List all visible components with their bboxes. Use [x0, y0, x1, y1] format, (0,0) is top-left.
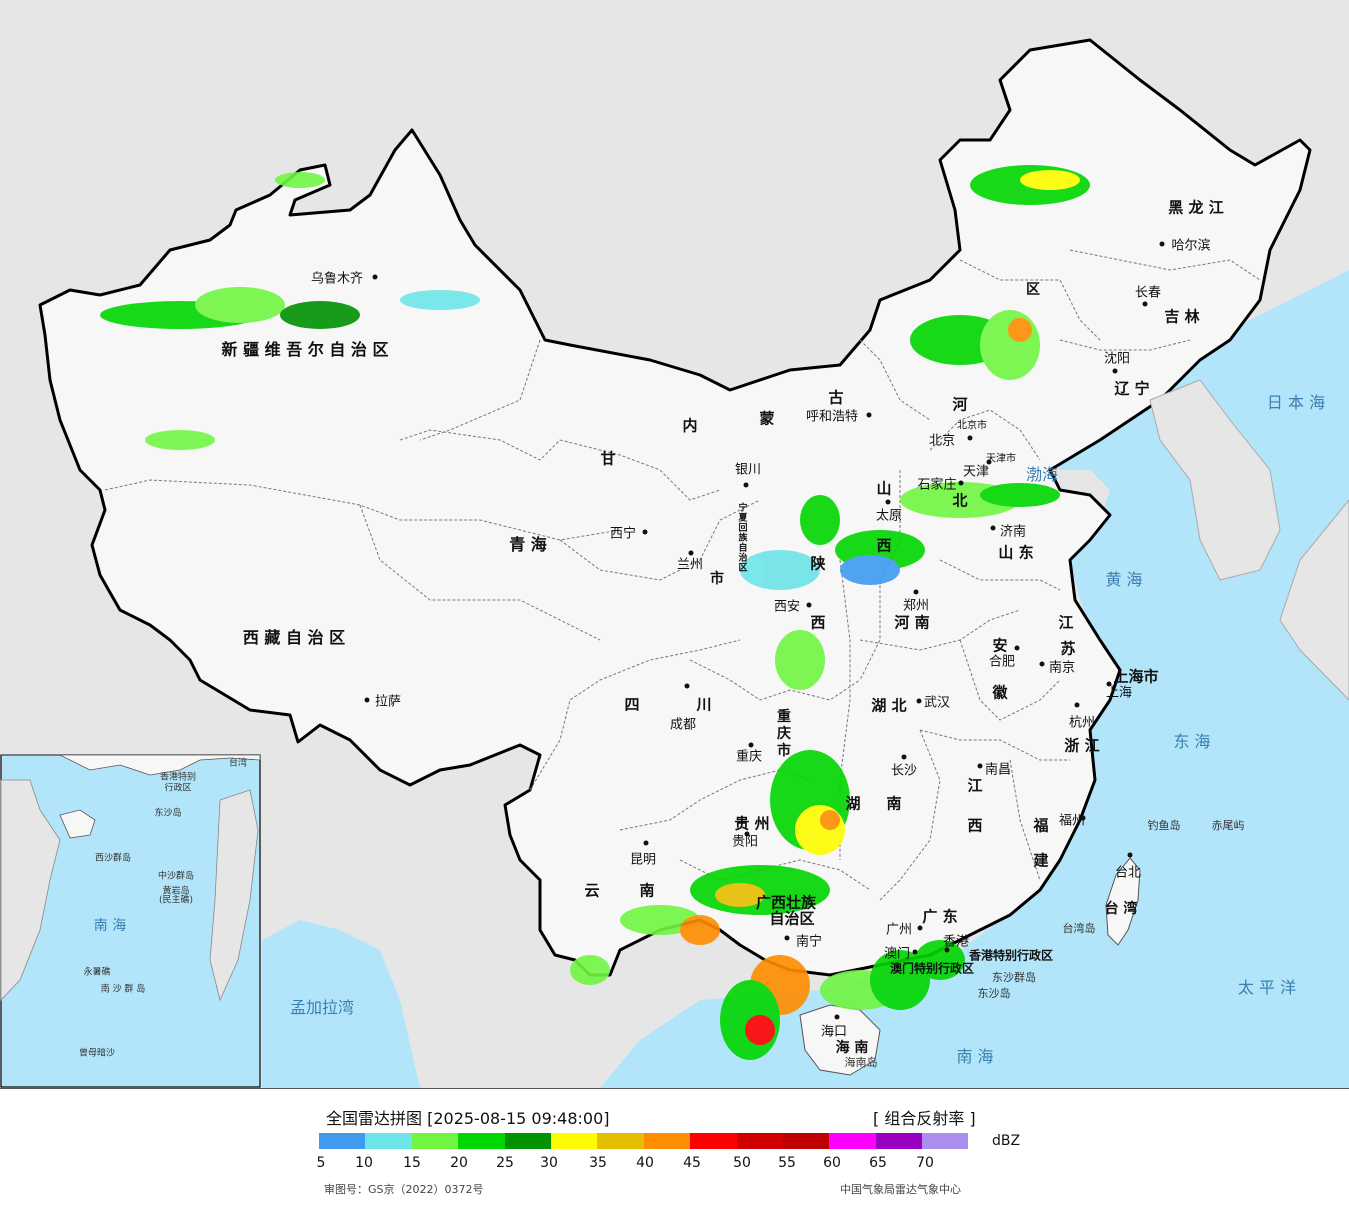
radar-echo — [745, 1015, 775, 1045]
scale-swatch — [597, 1133, 644, 1149]
radar-echo — [570, 955, 610, 985]
radar-echo — [980, 483, 1060, 507]
taiwan-island — [1105, 857, 1141, 946]
scale-tick: 20 — [450, 1155, 468, 1171]
radar-map[interactable] — [0, 0, 1349, 1088]
scale-swatch — [504, 1133, 551, 1149]
radar-echo — [1020, 170, 1080, 190]
scale-swatch — [643, 1133, 691, 1149]
scale-tick: 35 — [589, 1155, 607, 1171]
scale-swatch — [736, 1133, 783, 1149]
scale-tick: 10 — [355, 1155, 373, 1171]
radar-echo — [915, 940, 965, 980]
korea-peninsula — [1149, 379, 1281, 581]
scale-tick: 40 — [636, 1155, 654, 1171]
radar-echo — [740, 550, 820, 590]
scale-tick: 60 — [823, 1155, 841, 1171]
data-source: 中国气象局雷达气象中心 — [840, 1183, 961, 1196]
scale-tick: 5 — [316, 1155, 326, 1171]
scale-swatch — [319, 1133, 366, 1149]
map-title: 全国雷达拼图 [2025-08-15 09:48:00] — [326, 1109, 610, 1128]
scale-swatch — [550, 1133, 598, 1149]
scale-ticks: 5 10 15 20 25 30 35 40 45 50 55 60 65 70 — [0, 1155, 1349, 1173]
scale-tick: 55 — [778, 1155, 796, 1171]
radar-echo — [1008, 318, 1032, 342]
scale-swatch — [411, 1133, 459, 1149]
scale-tick: 70 — [916, 1155, 934, 1171]
radar-echo — [400, 290, 480, 310]
china-land — [38, 38, 1312, 977]
color-scale-bar — [319, 1133, 969, 1149]
radar-echo — [145, 430, 215, 450]
legend-panel: 全国雷达拼图 [2025-08-15 09:48:00] [ 组合反射率 ] d… — [0, 1088, 1349, 1209]
scale-swatch — [690, 1133, 737, 1149]
ocean — [600, 270, 1349, 1088]
radar-echo — [840, 555, 900, 585]
radar-echo — [195, 287, 285, 323]
radar-echo — [775, 630, 825, 690]
scale-tick: 25 — [496, 1155, 514, 1171]
radar-echo — [800, 495, 840, 545]
scale-tick: 50 — [733, 1155, 751, 1171]
bay-of-bengal — [262, 920, 420, 1088]
scale-tick: 65 — [869, 1155, 887, 1171]
radar-echo — [870, 950, 930, 1010]
scale-tick: 15 — [403, 1155, 421, 1171]
south-china-sea-inset — [0, 754, 261, 1088]
radar-echo — [980, 310, 1040, 380]
japan-islands — [1279, 499, 1349, 701]
unit-label: dBZ — [992, 1133, 1021, 1149]
radar-echo — [820, 810, 840, 830]
scale-swatch — [829, 1133, 876, 1149]
radar-echo — [620, 905, 700, 935]
radar-echo — [680, 915, 720, 945]
radar-echo — [795, 805, 845, 855]
scale-swatch — [782, 1133, 830, 1149]
scale-swatch — [922, 1133, 969, 1149]
radar-echo — [275, 172, 325, 188]
product-label: [ 组合反射率 ] — [873, 1109, 976, 1128]
radar-echo — [715, 883, 765, 907]
review-number: 审图号：GS京（2022）0372号 — [324, 1183, 484, 1196]
scale-tick: 45 — [683, 1155, 701, 1171]
scale-swatch — [365, 1133, 412, 1149]
scale-tick: 30 — [540, 1155, 558, 1171]
scale-swatch — [875, 1133, 923, 1149]
radar-echo — [280, 301, 360, 329]
scale-swatch — [458, 1133, 505, 1149]
